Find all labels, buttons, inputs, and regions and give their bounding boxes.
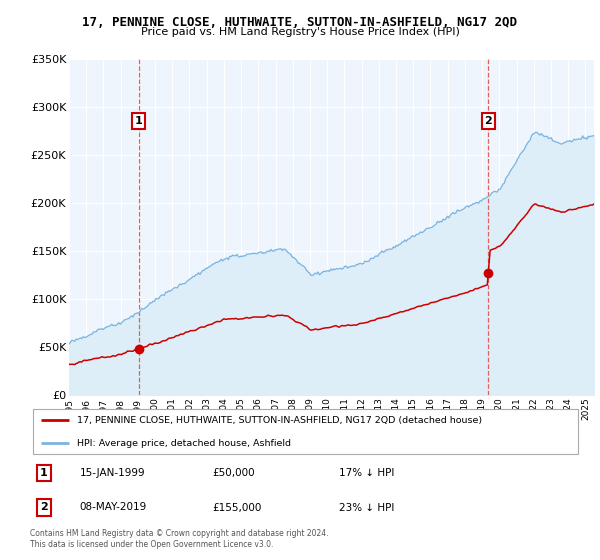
Text: 17, PENNINE CLOSE, HUTHWAITE, SUTTON-IN-ASHFIELD, NG17 2QD: 17, PENNINE CLOSE, HUTHWAITE, SUTTON-IN-… — [83, 16, 517, 29]
Text: 1: 1 — [40, 468, 47, 478]
Text: HPI: Average price, detached house, Ashfield: HPI: Average price, detached house, Ashf… — [77, 438, 291, 447]
Text: 17, PENNINE CLOSE, HUTHWAITE, SUTTON-IN-ASHFIELD, NG17 2QD (detached house): 17, PENNINE CLOSE, HUTHWAITE, SUTTON-IN-… — [77, 416, 482, 425]
Text: £50,000: £50,000 — [212, 468, 255, 478]
Text: 2: 2 — [484, 116, 492, 126]
Text: £155,000: £155,000 — [212, 502, 262, 512]
FancyBboxPatch shape — [33, 409, 578, 454]
Text: 08-MAY-2019: 08-MAY-2019 — [80, 502, 147, 512]
Text: Price paid vs. HM Land Registry's House Price Index (HPI): Price paid vs. HM Land Registry's House … — [140, 27, 460, 37]
Text: 2: 2 — [40, 502, 47, 512]
Text: 15-JAN-1999: 15-JAN-1999 — [80, 468, 145, 478]
Text: Contains HM Land Registry data © Crown copyright and database right 2024.
This d: Contains HM Land Registry data © Crown c… — [30, 529, 329, 549]
Text: 23% ↓ HPI: 23% ↓ HPI — [339, 502, 394, 512]
Text: 17% ↓ HPI: 17% ↓ HPI — [339, 468, 394, 478]
Text: 1: 1 — [134, 116, 142, 126]
